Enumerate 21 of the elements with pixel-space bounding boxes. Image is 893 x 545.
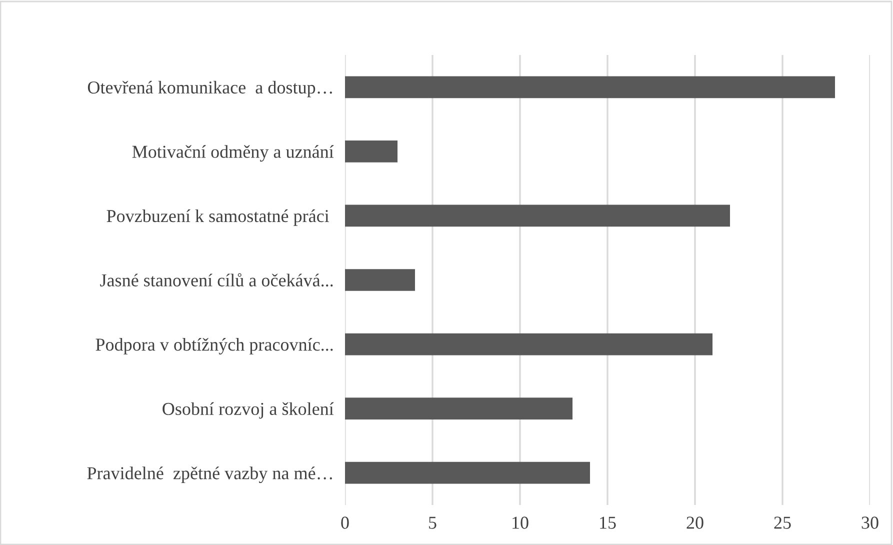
y-tick-label: Povzbuzení k samostatné práci	[106, 209, 330, 226]
x-tick-label: 20	[686, 516, 704, 529]
bar	[345, 140, 398, 162]
bar	[345, 204, 730, 227]
y-tick-label: Otevřená komunikace a dostup…	[88, 80, 332, 98]
y-tick-label: Motivační odměny a uznání	[132, 145, 334, 162]
bar	[345, 462, 590, 484]
x-tick-label: 10	[512, 516, 528, 529]
bar	[345, 76, 835, 98]
y-tick-label: Pravidelné zpětné vazby na mé…	[87, 466, 332, 484]
x-tick-label: 0	[341, 516, 349, 529]
x-tick-label: 15	[600, 516, 616, 529]
y-tick-label: Podpora v obtížných pracovníc...	[96, 338, 333, 354]
y-tick-label: Osobní rozvoj a školení	[162, 402, 334, 419]
x-tick-label: 30	[862, 516, 878, 529]
bar	[345, 269, 415, 291]
bar	[345, 398, 572, 420]
bar	[345, 333, 712, 356]
x-tick-label: 25	[774, 516, 791, 529]
y-tick-label: Jasné stanovení cílů a očekává...	[100, 273, 333, 287]
x-tick-label: 5	[429, 516, 436, 529]
